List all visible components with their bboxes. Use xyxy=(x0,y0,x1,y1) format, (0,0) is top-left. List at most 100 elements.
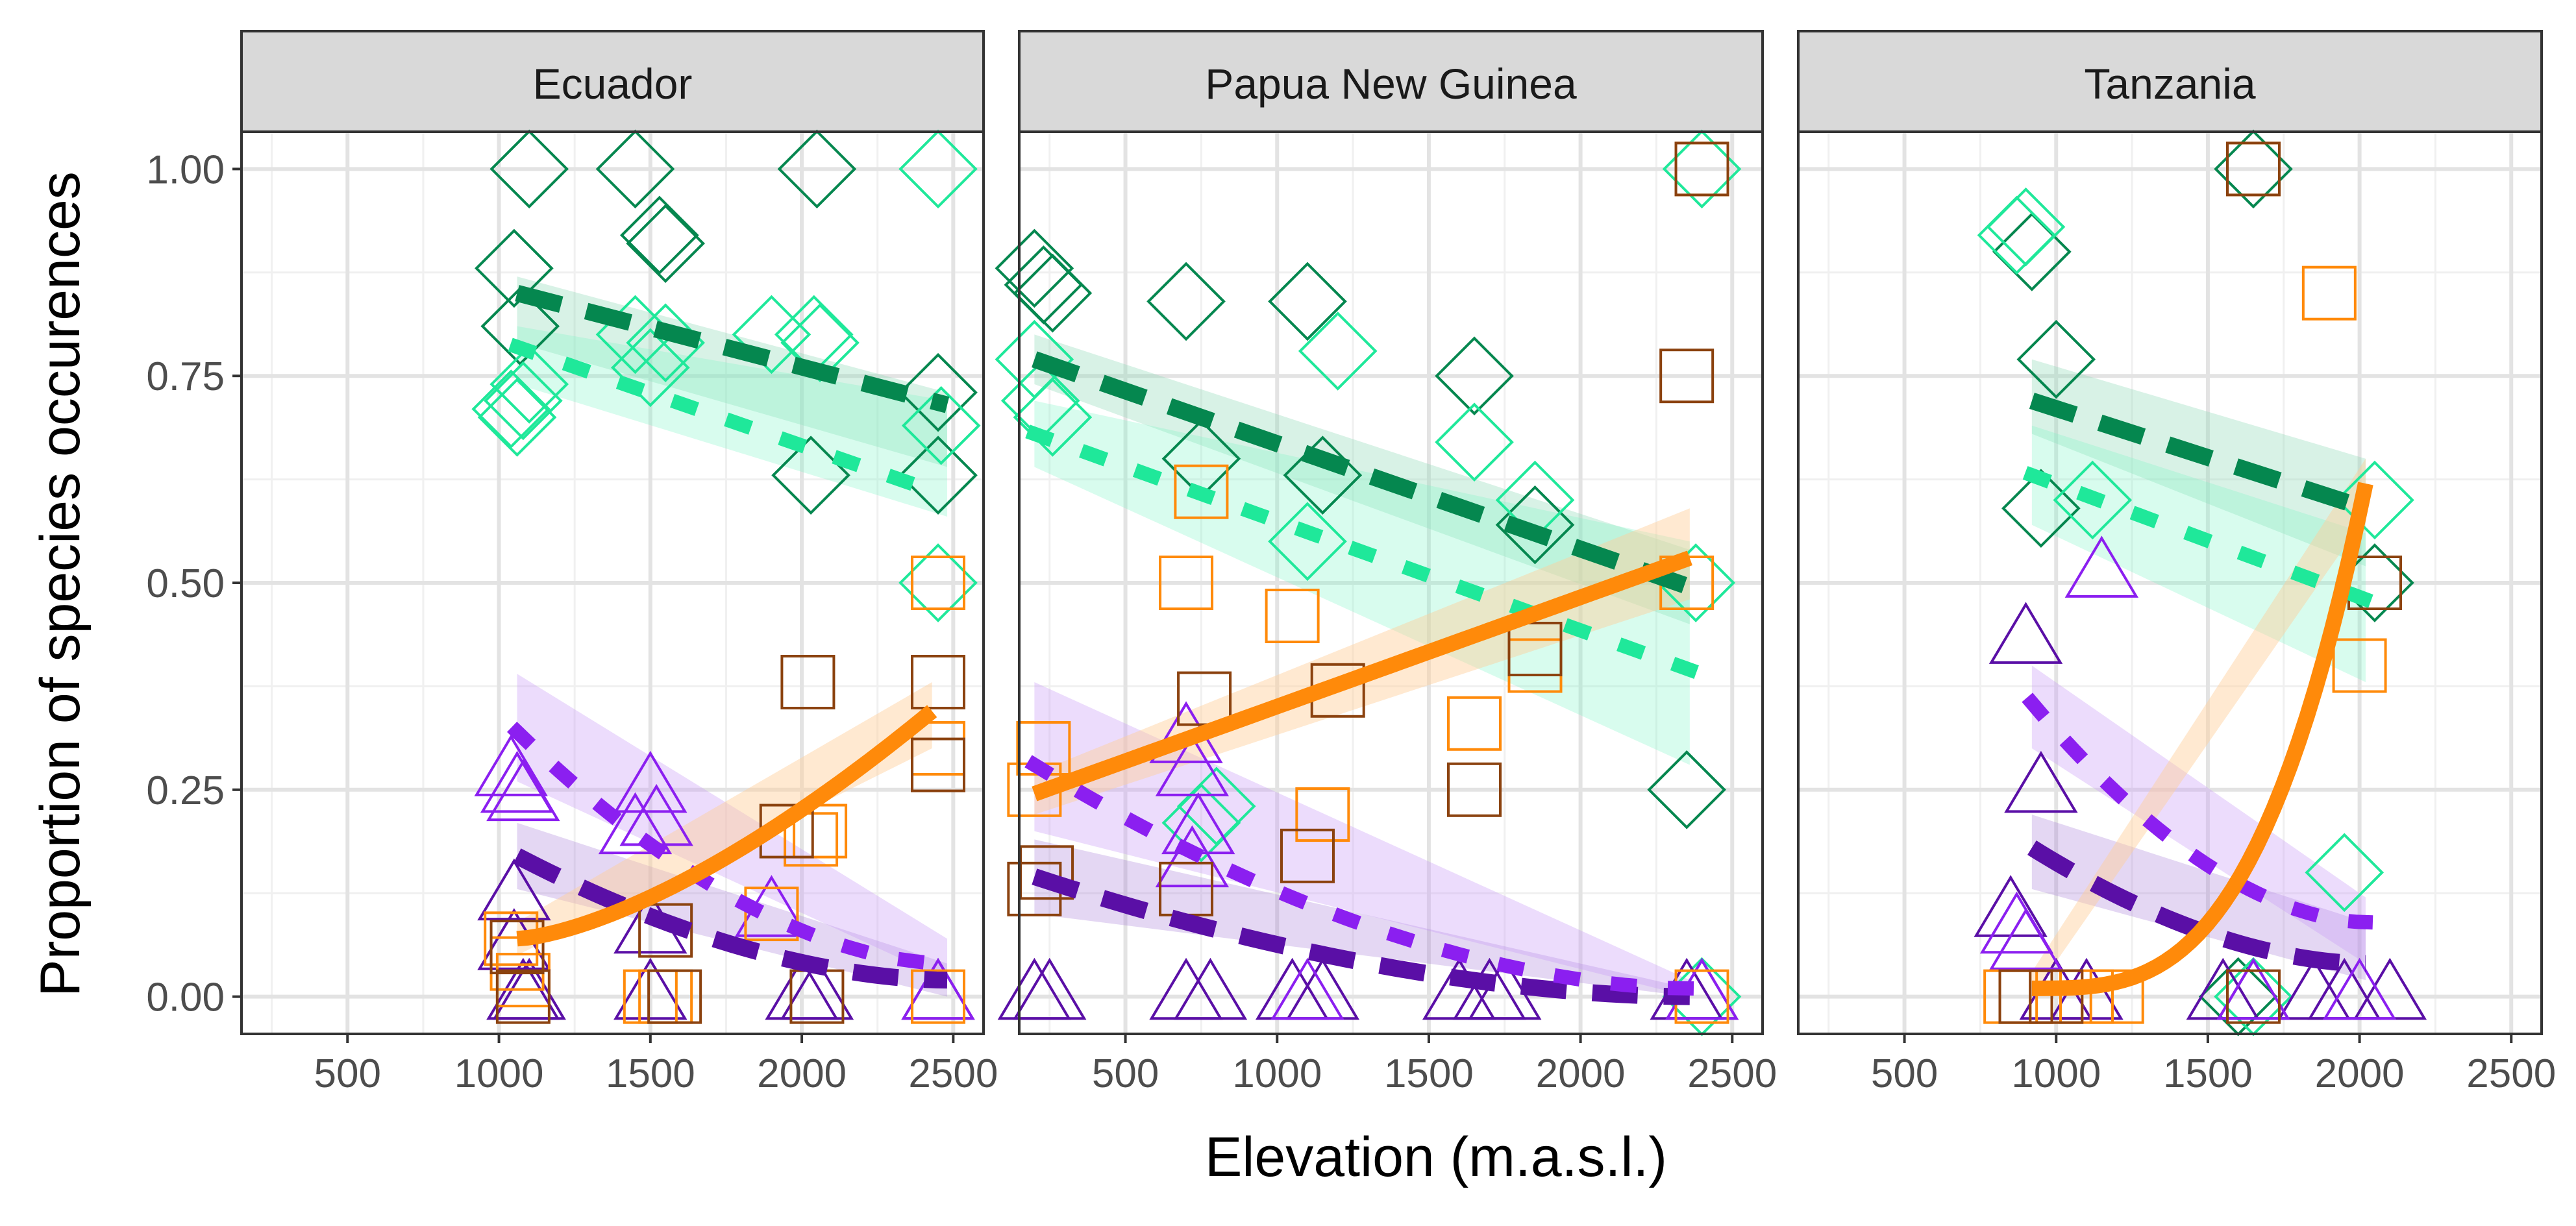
point-green-light-diamond xyxy=(1013,378,1093,457)
point-green-dark-diamond xyxy=(995,228,1074,308)
point-purple-light-triangle xyxy=(1155,825,1230,888)
y-axis-title: Proportion of species occurences xyxy=(29,171,92,997)
point-green-light-diamond xyxy=(2305,833,2384,913)
point-green-light-diamond xyxy=(471,369,551,449)
band-purple_dark xyxy=(517,822,948,997)
point-green-dark-diamond xyxy=(1435,336,1514,416)
x-tick-label: 500 xyxy=(1092,1051,1159,1096)
point-purple-dark-triangle xyxy=(1013,957,1087,1020)
panel-title: Ecuador xyxy=(533,60,693,108)
point-brown-square xyxy=(2029,969,2084,1024)
point-brown-square xyxy=(780,655,836,710)
point-purple-light-triangle xyxy=(2216,957,2290,1020)
trend-green-dark xyxy=(1032,351,1693,595)
gridlines xyxy=(242,132,984,1034)
point-brown-square xyxy=(1659,349,1715,404)
x-tick-label: 2000 xyxy=(2315,1051,2405,1096)
point-green-light-diamond xyxy=(2053,460,2133,540)
x-tick-label: 2000 xyxy=(1536,1051,1626,1096)
point-brown-square xyxy=(2226,969,2281,1024)
point-purple-light-triangle xyxy=(1270,957,1344,1020)
point-green-dark-diamond xyxy=(1992,212,2072,291)
point-purple-light-triangle xyxy=(474,734,548,796)
x-tick-label: 1500 xyxy=(606,1051,695,1096)
panel-strip xyxy=(240,30,985,133)
panel-border xyxy=(1797,130,2543,1035)
point-brown-square xyxy=(1280,828,1335,883)
point-brown-square xyxy=(2226,141,2281,197)
trend-orange xyxy=(516,705,937,947)
point-brown-square xyxy=(1019,845,1074,900)
point-purple-light-triangle xyxy=(486,759,560,822)
point-brown-square xyxy=(1674,141,1729,197)
y-tick-label: 1.00 xyxy=(146,147,225,192)
panel-strip xyxy=(1018,30,1764,133)
panel-title: Papua New Guinea xyxy=(1205,60,1577,108)
point-purple-dark-triangle xyxy=(477,858,551,921)
x-tick-label: 2500 xyxy=(908,1051,998,1096)
trend-lines xyxy=(1024,351,1699,1005)
point-green-light-diamond xyxy=(1161,783,1241,863)
point-orange-square xyxy=(1265,589,1320,644)
point-green-dark-diamond xyxy=(1268,262,1347,341)
point-green-dark-diamond xyxy=(619,195,699,275)
y-tick-label: 0.75 xyxy=(146,354,225,399)
panel-2: Tanzania 500 1000 1500 2000 2500 xyxy=(1797,30,2556,1096)
point-green-light-diamond xyxy=(732,295,811,374)
point-purple-light-triangle xyxy=(2322,957,2397,1020)
data-points xyxy=(1974,129,2427,1036)
x-tick-label: 1500 xyxy=(2163,1051,2253,1096)
point-green-dark-diamond xyxy=(1013,253,1093,333)
point-green-light-diamond xyxy=(484,361,563,441)
y-tick-label: 0.00 xyxy=(146,975,225,1020)
point-orange-square xyxy=(1295,787,1350,842)
point-brown-square xyxy=(647,969,702,1024)
point-purple-light-triangle xyxy=(613,750,687,813)
x-tick-label: 2500 xyxy=(1687,1051,1777,1096)
x-tick-label: 2500 xyxy=(2466,1051,2556,1096)
point-brown-square xyxy=(1998,969,2053,1024)
point-purple-light-triangle xyxy=(901,957,975,1020)
point-green-dark-diamond xyxy=(480,286,560,366)
point-green-light-diamond xyxy=(1268,502,1347,582)
point-purple-dark-triangle xyxy=(780,957,854,1020)
trend-green-light xyxy=(508,337,957,506)
x-tick-label: 2000 xyxy=(757,1051,847,1096)
point-orange-square xyxy=(2332,638,2387,693)
trend-purple-dark xyxy=(1032,868,1690,1005)
trend-purple-light xyxy=(2022,693,2373,930)
point-orange-square xyxy=(1159,556,1214,610)
point-green-light-diamond xyxy=(477,378,557,457)
band-orange xyxy=(517,682,932,955)
point-purple-light-triangle xyxy=(1155,734,1230,796)
point-brown-square xyxy=(495,969,551,1024)
y-tick-label: 0.25 xyxy=(146,768,225,813)
x-tick-label: 500 xyxy=(1871,1051,1938,1096)
trend-orange xyxy=(1032,550,1692,802)
band-orange xyxy=(2031,458,2366,997)
band-purple_dark xyxy=(1034,839,1690,997)
y-axis: 0.00 0.25 0.50 0.75 1.00 xyxy=(146,147,242,1020)
point-green-dark-diamond xyxy=(626,204,705,283)
x-axis: 500 1000 1500 2000 2500 xyxy=(1871,1034,2556,1096)
point-green-dark-diamond xyxy=(898,352,978,432)
gridlines xyxy=(1798,132,2542,1034)
point-orange-square xyxy=(911,556,966,610)
panel-border xyxy=(1018,130,1764,1035)
point-green-light-diamond xyxy=(610,328,690,408)
x-axis-title: Elevation (m.a.s.l.) xyxy=(1205,1126,1667,1188)
point-green-light-diamond xyxy=(1435,402,1514,482)
band-purple_dark xyxy=(2031,815,2366,981)
point-orange-square xyxy=(1174,464,1229,519)
point-green-light-diamond xyxy=(2335,460,2414,540)
band-purple_light xyxy=(517,674,948,981)
point-brown-square xyxy=(1507,622,1563,677)
point-green-dark-diamond xyxy=(475,228,554,308)
panel-strip xyxy=(1797,30,2543,133)
point-green-dark-diamond xyxy=(1647,750,1726,829)
point-green-light-diamond xyxy=(901,386,981,465)
point-green-dark-diamond xyxy=(1146,262,1226,341)
trend-green-dark xyxy=(515,285,950,413)
